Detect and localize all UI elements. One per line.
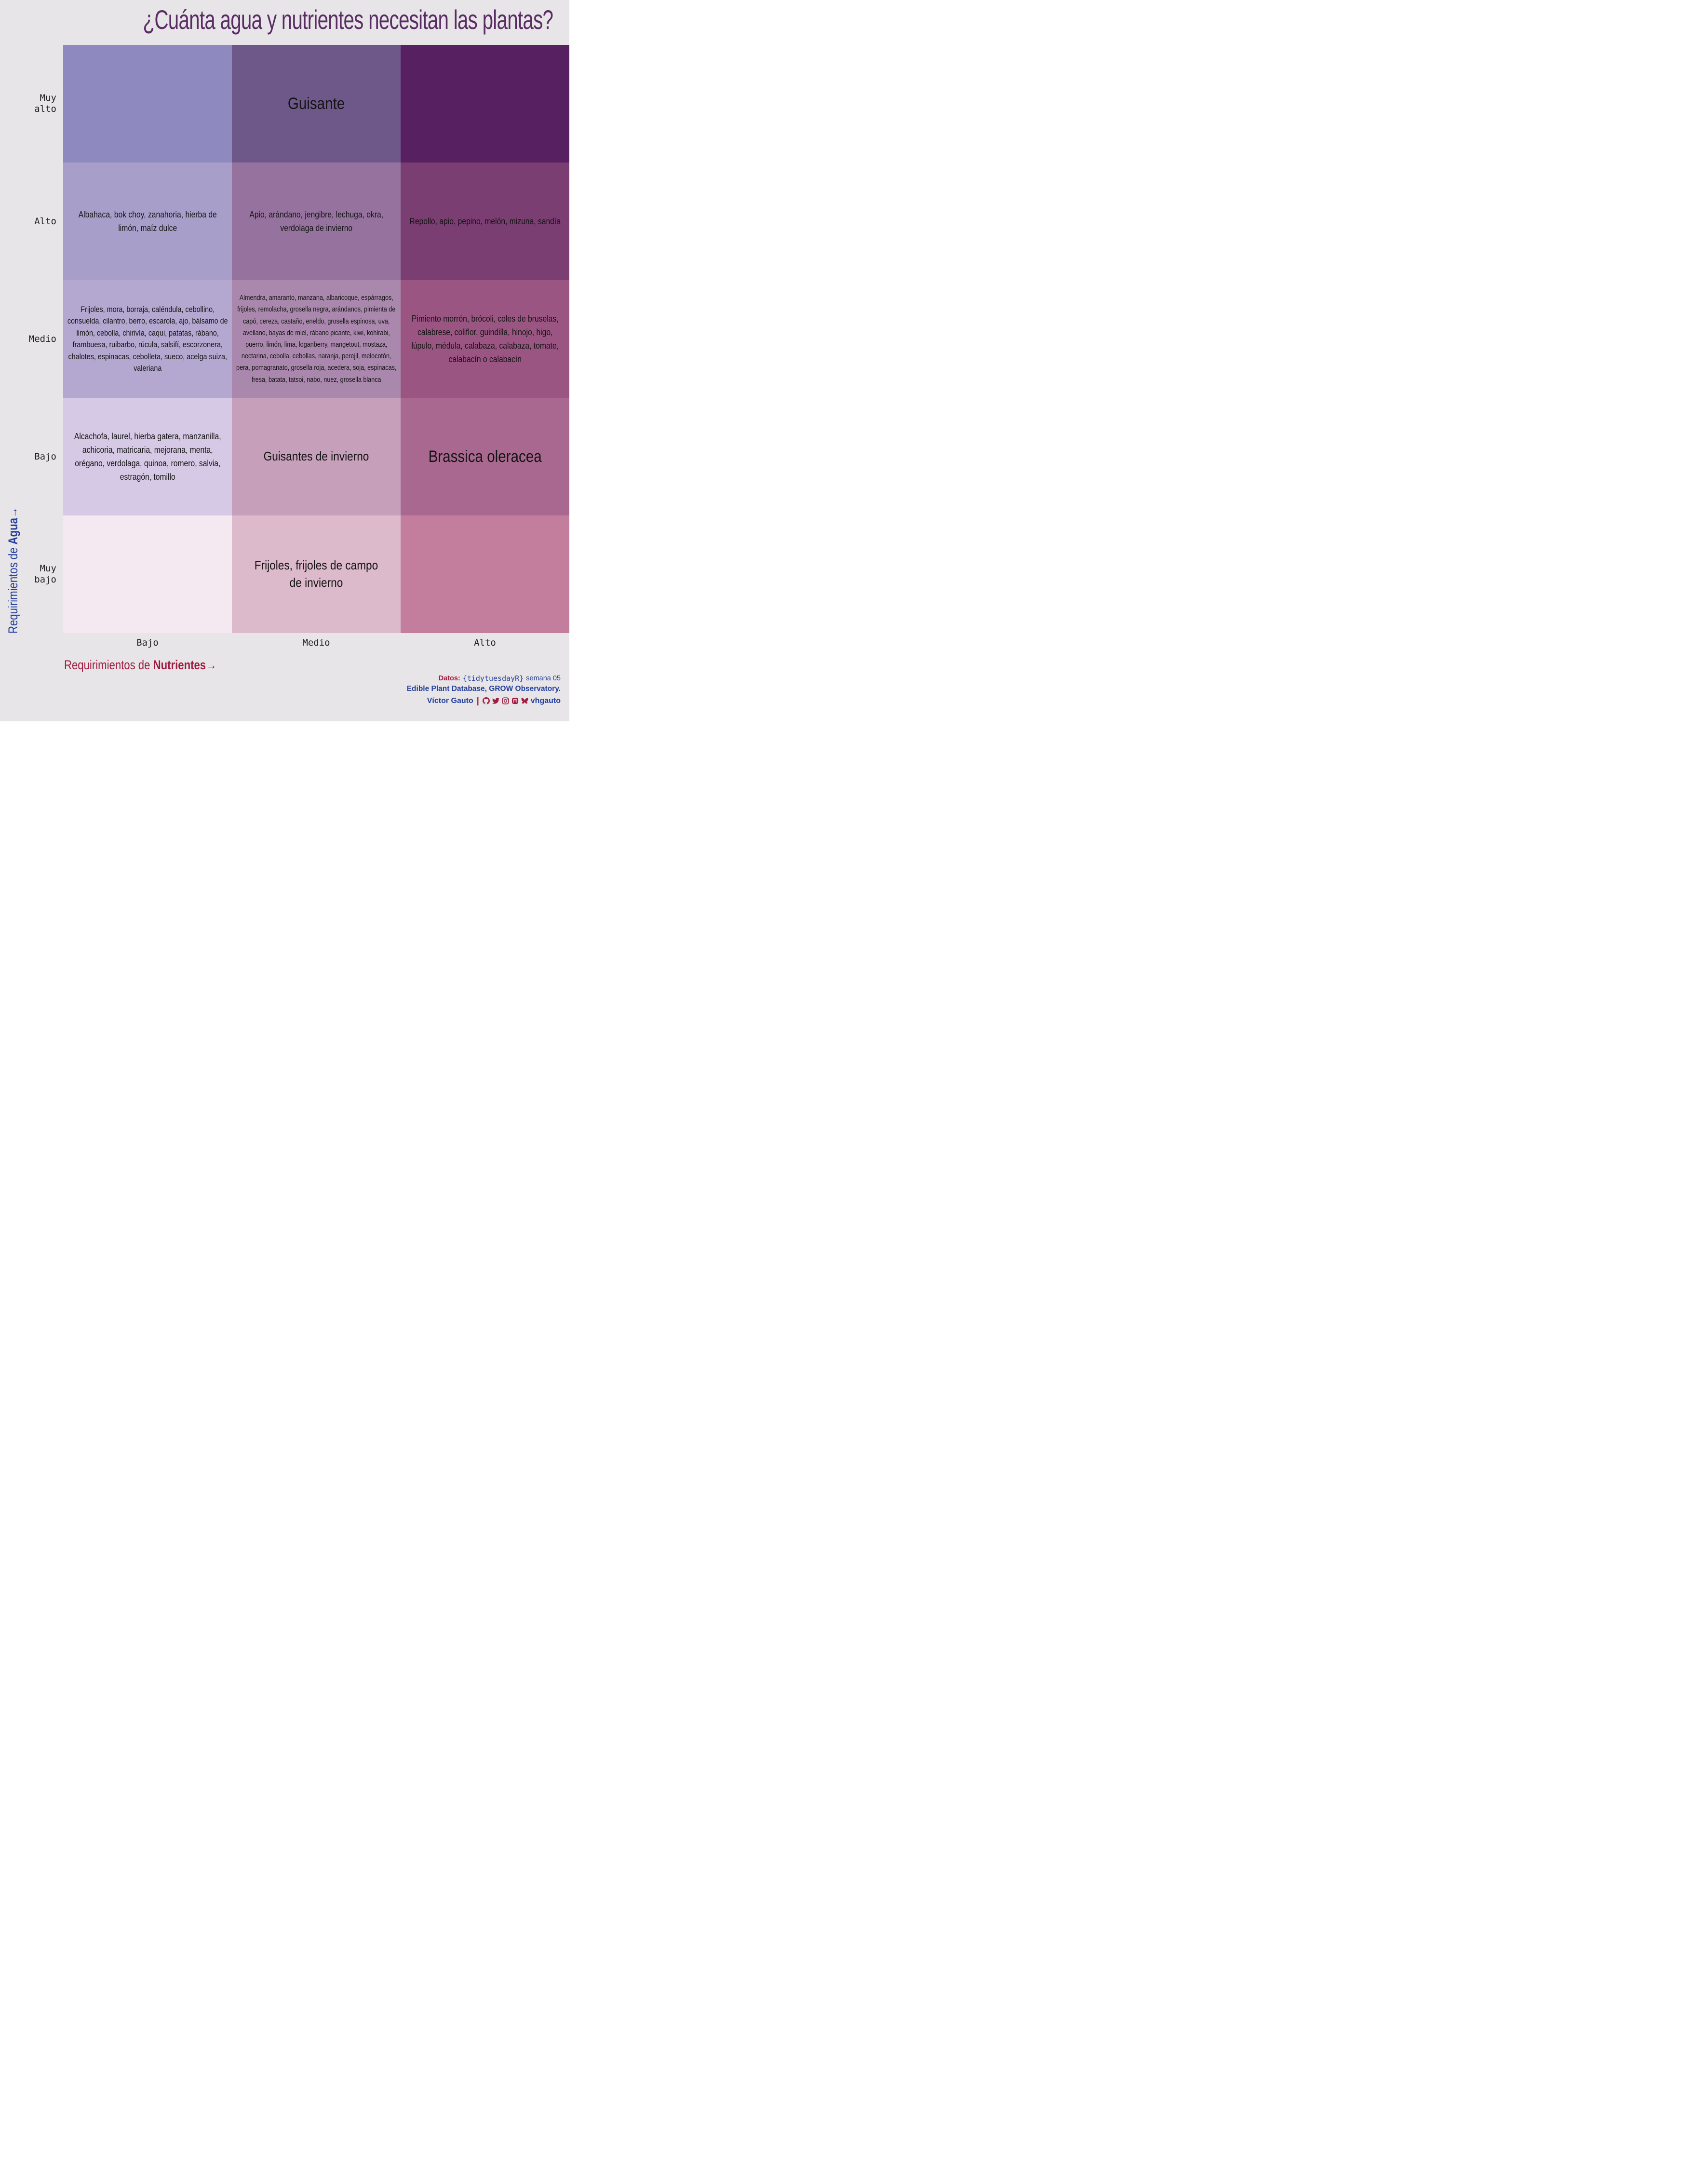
nutrient-axis-title-word: Nutrientes xyxy=(153,658,206,672)
cell-plants-text: Guisante xyxy=(287,94,345,113)
cell-plants-text: Brassica oleracea xyxy=(428,447,542,466)
footer-credits: Datos: {tidytuesdayR} semana 05 Edible P… xyxy=(407,674,561,706)
y-tick-label: Alto xyxy=(34,216,56,227)
grid-cell-medio-bajo: Frijoles, mora, borraja, caléndula, cebo… xyxy=(63,280,232,398)
grid-cell-muy-bajo-medio: Frijoles, frijoles de campo de invierno xyxy=(232,515,401,633)
footer-data-source-line: Datos: {tidytuesdayR} semana 05 xyxy=(407,674,561,683)
cell-plants-text: Frijoles, mora, borraja, caléndula, cebo… xyxy=(67,305,228,373)
grid-cell-bajo-medio: Guisantes de invierno xyxy=(232,398,401,515)
tidytuesday-package-label: {tidytuesdayR} xyxy=(462,674,524,683)
x-tick-label: Bajo xyxy=(136,637,159,648)
water-axis-arrow-icon: → xyxy=(6,507,20,518)
grid-cell-alto-bajo: Albahaca, bok choy, zanahoria, hierba de… xyxy=(63,162,232,280)
grid-cell-alto-medio: Apio, arándano, jengibre, lechuga, okra,… xyxy=(232,162,401,280)
author-name: Víctor Gauto xyxy=(427,696,473,705)
bluesky-icon[interactable] xyxy=(521,697,528,704)
instagram-icon[interactable] xyxy=(502,697,509,704)
grid-cell-muy-alto-bajo xyxy=(63,45,232,162)
heatmap-grid: Guisante Albahaca, bok choy, zanahoria, h… xyxy=(63,45,569,633)
y-tick-label: Muy bajo xyxy=(34,563,56,585)
nutrient-axis-title-prefix: Requirimientos de xyxy=(64,658,153,672)
grid-cell-muy-bajo-alto xyxy=(401,515,569,633)
grid-cell-muy-bajo-bajo xyxy=(63,515,232,633)
cell-plants-text: Frijoles, frijoles de campo de invierno xyxy=(254,558,378,590)
grid-cell-alto-alto: Repollo, apio, pepino, melón, mizuna, sa… xyxy=(401,162,569,280)
social-handle: vhgauto xyxy=(530,696,561,705)
cell-plants-text: Almendra, amaranto, manzana, albaricoque… xyxy=(236,294,397,384)
footer-author-line: Víctor Gauto | vhgauto xyxy=(407,696,561,706)
water-axis-title-word: Agua xyxy=(6,518,20,545)
datos-label: Datos: xyxy=(438,675,460,682)
mastodon-icon[interactable] xyxy=(511,697,519,704)
cell-plants-text: Repollo, apio, pepino, melón, mizuna, sa… xyxy=(409,216,561,226)
y-tick-label: Medio xyxy=(28,333,56,344)
grid-cell-bajo-alto: Brassica oleracea xyxy=(401,398,569,515)
grid-cell-muy-alto-medio: Guisante xyxy=(232,45,401,162)
grid-cell-bajo-bajo: Alcachofa, laurel, hierba gatera, manzan… xyxy=(63,398,232,515)
nutrient-axis-arrow-icon: → xyxy=(206,658,217,672)
grid-cell-muy-alto-alto xyxy=(401,45,569,162)
separator-bar: | xyxy=(476,696,479,705)
twitter-icon[interactable] xyxy=(492,697,499,704)
nutrient-axis-tick-labels: Bajo Medio Alto xyxy=(63,637,569,648)
x-tick-label: Medio xyxy=(302,637,330,648)
footer-database-line: Edible Plant Database, GROW Observatory. xyxy=(407,685,561,693)
water-axis-tick-labels: Muy alto Alto Medio Bajo Muy bajo xyxy=(0,45,56,633)
water-axis-title-prefix: Requirimientos de xyxy=(6,544,20,634)
cell-plants-text: Albahaca, bok choy, zanahoria, hierba de… xyxy=(78,210,217,233)
x-tick-label: Alto xyxy=(474,637,496,648)
cell-plants-text: Apio, arándano, jengibre, lechuga, okra,… xyxy=(249,210,383,233)
cell-plants-text: Guisantes de invierno xyxy=(263,449,369,464)
y-tick-label: Bajo xyxy=(34,451,56,462)
y-tick-label: Muy alto xyxy=(34,93,56,114)
nutrient-axis-title: Requirimientos de Nutrientes→ xyxy=(64,658,250,673)
page-title: ¿Cuánta agua y nutrientes necesitan las … xyxy=(63,4,569,35)
week-label: semana 05 xyxy=(526,675,561,682)
water-axis-title: Requirimientos de Agua→ xyxy=(6,507,21,634)
cell-plants-text: Pimiento morrón, brócoli, coles de bruse… xyxy=(411,314,559,364)
page-title-text: ¿Cuánta agua y nutrientes necesitan las … xyxy=(143,4,553,35)
cell-plants-text: Alcachofa, laurel, hierba gatera, manzan… xyxy=(74,432,221,482)
github-icon[interactable] xyxy=(482,697,490,704)
infographic-page: ¿Cuánta agua y nutrientes necesitan las … xyxy=(0,0,569,721)
database-label: Edible Plant Database, GROW Observatory. xyxy=(406,685,561,693)
grid-cell-medio-alto: Pimiento morrón, brócoli, coles de bruse… xyxy=(401,280,569,398)
grid-cell-medio-medio: Almendra, amaranto, manzana, albaricoque… xyxy=(232,280,401,398)
